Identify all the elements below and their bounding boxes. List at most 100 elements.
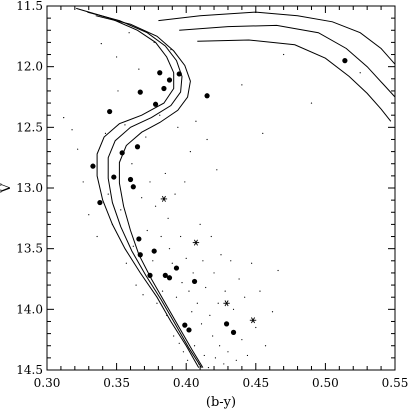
isochrone-curve xyxy=(95,15,204,368)
field-star-dot xyxy=(170,49,172,51)
field-star-dot xyxy=(238,278,240,280)
star-point xyxy=(151,248,157,254)
star-point xyxy=(166,275,173,281)
field-star-dot xyxy=(171,262,173,264)
field-star-dot xyxy=(251,262,253,264)
field-star-dot xyxy=(359,72,361,74)
field-star-dot xyxy=(212,335,214,337)
field-star-dot xyxy=(224,290,226,292)
y-axis-title: V xyxy=(0,183,14,194)
field-star-dot xyxy=(111,223,114,225)
field-star-dot xyxy=(181,282,183,284)
field-star-dot xyxy=(192,272,194,274)
field-star-dot xyxy=(206,138,208,141)
field-star-dot xyxy=(167,217,169,219)
star-point xyxy=(119,150,125,156)
field-star-dot xyxy=(175,296,178,298)
field-star-dot xyxy=(277,269,279,272)
field-star-dot xyxy=(161,290,164,292)
field-star-dot xyxy=(210,235,212,238)
field-star-dot xyxy=(232,308,235,310)
field-star-dot xyxy=(156,302,158,304)
field-star-dot xyxy=(117,90,119,92)
field-star-dot xyxy=(182,351,185,353)
star-point xyxy=(166,77,173,83)
y-tick-label: 12.0 xyxy=(16,60,43,74)
field-star-dot xyxy=(77,148,79,150)
y-tick-label: 13.5 xyxy=(16,242,43,256)
field-star-dot xyxy=(259,290,261,292)
field-star-dot xyxy=(193,345,196,347)
field-star-dot xyxy=(146,229,148,232)
y-tick-label: 12.5 xyxy=(16,120,43,134)
field-star-dot xyxy=(271,311,274,313)
field-star-dot xyxy=(100,43,102,45)
field-star-dot xyxy=(173,335,175,337)
field-star-dot xyxy=(203,354,205,357)
star-point xyxy=(111,174,117,180)
field-star-dot xyxy=(186,359,189,361)
field-star-dot xyxy=(209,314,211,316)
star-point xyxy=(191,278,198,285)
y-tick-label: 13.0 xyxy=(16,181,43,195)
field-star-dot xyxy=(177,126,179,128)
field-star-dot xyxy=(128,32,130,34)
star-point xyxy=(204,93,210,99)
field-star-dot xyxy=(310,102,313,104)
field-star-dot xyxy=(184,181,186,183)
star-point xyxy=(223,321,230,327)
field-star-dot xyxy=(244,296,246,298)
y-tick-label: 14.0 xyxy=(16,302,43,316)
field-star-dot xyxy=(189,151,191,153)
field-star-dot xyxy=(195,120,197,122)
field-star-dot xyxy=(227,351,229,353)
asterisk-point xyxy=(249,317,257,324)
field-star-dot xyxy=(217,302,219,304)
field-star-dot xyxy=(196,302,198,304)
field-star-dot xyxy=(262,132,264,134)
isochrone-curves xyxy=(76,7,395,368)
field-star-dot xyxy=(283,53,285,56)
field-star-dot xyxy=(255,326,257,329)
x-tick-label: 0.50 xyxy=(312,376,339,390)
field-star-dot xyxy=(88,214,90,216)
star-point xyxy=(230,329,237,335)
field-star-dot xyxy=(178,342,180,344)
star-point xyxy=(134,144,141,150)
axis-ticks: 0.30 0.35 0.40 0.45 0.50 0.55 11.5 12.0 12.5 13.0… xyxy=(16,0,408,390)
star-point xyxy=(137,89,143,95)
x-tick-label: 0.40 xyxy=(173,376,200,390)
field-star-dot xyxy=(104,132,107,134)
field-star-dot xyxy=(219,345,221,347)
field-star-dot xyxy=(71,129,73,131)
y-tick-label: 11.5 xyxy=(16,0,43,13)
field-star-dot xyxy=(142,294,144,296)
star-point xyxy=(136,236,142,242)
field-star-dot xyxy=(185,257,187,259)
field-star-dot xyxy=(200,323,203,325)
field-star-dot xyxy=(107,193,109,195)
star-point xyxy=(162,272,168,278)
field-star-dot xyxy=(141,197,143,199)
field-star-dot xyxy=(214,357,217,359)
field-star-dot xyxy=(159,114,161,116)
field-star-dot xyxy=(149,181,151,183)
star-point xyxy=(186,327,192,333)
x-tick-label: 0.55 xyxy=(382,376,408,390)
field-star-dot xyxy=(164,172,166,175)
star-point xyxy=(182,322,188,328)
field-star-dot xyxy=(125,262,127,264)
x-tick-label: 0.45 xyxy=(242,376,269,390)
star-point xyxy=(157,70,163,76)
field-star-dot xyxy=(96,235,98,238)
star-point xyxy=(107,108,113,115)
data-points xyxy=(63,32,361,369)
field-star-dot xyxy=(131,163,133,165)
x-tick-label: 0.30 xyxy=(34,376,61,390)
field-star-dot xyxy=(198,363,200,365)
star-point xyxy=(90,163,96,169)
field-star-dot xyxy=(205,286,207,289)
x-axis-title: (b-y) xyxy=(206,395,236,410)
isochrone-curve xyxy=(158,11,395,65)
